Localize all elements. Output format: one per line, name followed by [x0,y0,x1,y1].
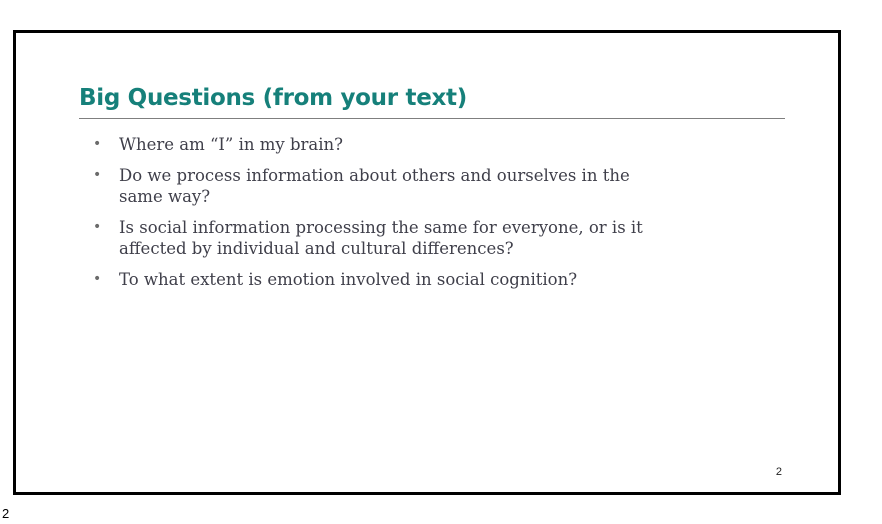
bullet-item: • Do we process information about others… [93,165,653,207]
bullet-item: • Is social information processing the s… [93,217,653,259]
bullet-icon: • [93,136,102,152]
title-divider [79,118,785,119]
slide: Big Questions (from your text) • Where a… [13,30,841,495]
bullet-text: To what extent is emotion involved in so… [119,270,578,289]
bullet-text: Do we process information about others a… [119,166,630,206]
bullet-text: Where am “I” in my brain? [119,135,344,154]
bullet-list: • Where am “I” in my brain? • Do we proc… [93,134,653,300]
bullet-item: • Where am “I” in my brain? [93,134,653,155]
bullet-text: Is social information processing the sam… [119,218,643,258]
slide-number: 2 [775,466,782,478]
bullet-item: • To what extent is emotion involved in … [93,269,653,290]
bullet-icon: • [93,271,102,287]
bullet-icon: • [93,219,102,235]
page-number: 2 [2,506,10,521]
bullet-icon: • [93,167,102,183]
slide-title: Big Questions (from your text) [79,85,467,111]
